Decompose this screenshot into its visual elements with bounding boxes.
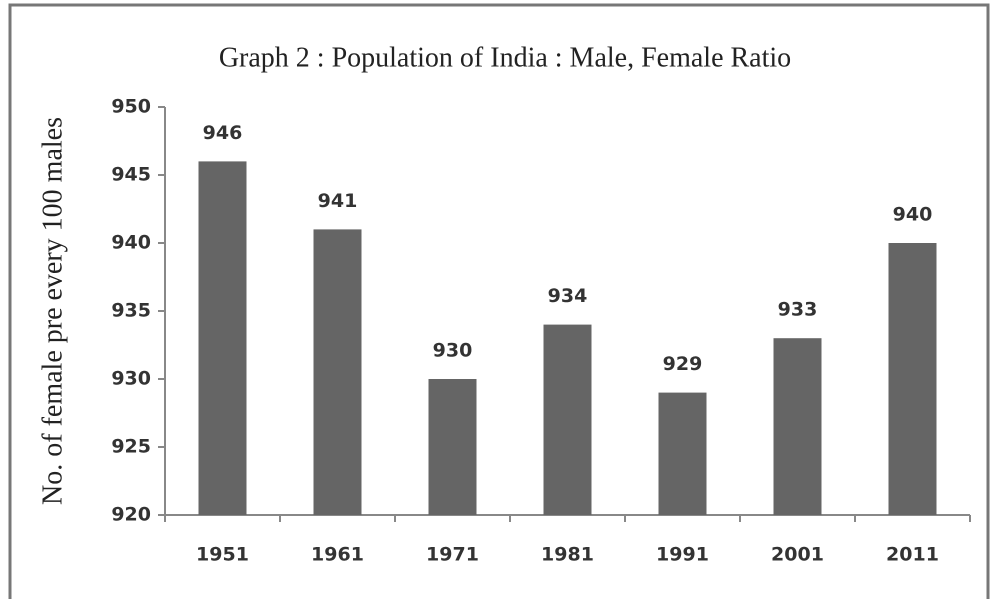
y-tick-label: 940 <box>111 232 151 254</box>
bar <box>773 338 822 515</box>
x-tick-label: 2001 <box>771 544 824 566</box>
data-label: 940 <box>893 204 933 226</box>
x-tick-label: 1961 <box>311 544 364 566</box>
bar <box>888 243 937 515</box>
y-tick-label: 920 <box>111 504 151 526</box>
data-label: 929 <box>663 353 703 375</box>
y-tick-label: 950 <box>111 96 151 118</box>
bar <box>428 379 477 515</box>
x-tick-label: 1981 <box>541 544 594 566</box>
data-label: 930 <box>433 340 473 362</box>
y-tick-label: 945 <box>111 164 151 186</box>
bar <box>543 324 592 515</box>
x-tick-label: 1971 <box>426 544 479 566</box>
bar <box>313 229 362 515</box>
data-label: 941 <box>318 190 358 212</box>
bar <box>658 392 707 515</box>
y-axis-label: No. of female pre every 100 males <box>37 117 68 505</box>
y-tick-label: 930 <box>111 368 151 390</box>
frame <box>8 3 990 599</box>
x-tick-label: 2011 <box>886 544 939 566</box>
data-label: 946 <box>203 122 243 144</box>
x-tick-label: 1951 <box>196 544 249 566</box>
x-tick-label: 1991 <box>656 544 709 566</box>
chart-title: Graph 2 : Population of India : Male, Fe… <box>219 42 791 73</box>
bar <box>198 161 247 515</box>
data-label: 934 <box>548 285 588 307</box>
y-tick-label: 925 <box>111 436 151 458</box>
y-tick-label: 935 <box>111 300 151 322</box>
data-label: 933 <box>778 299 818 321</box>
